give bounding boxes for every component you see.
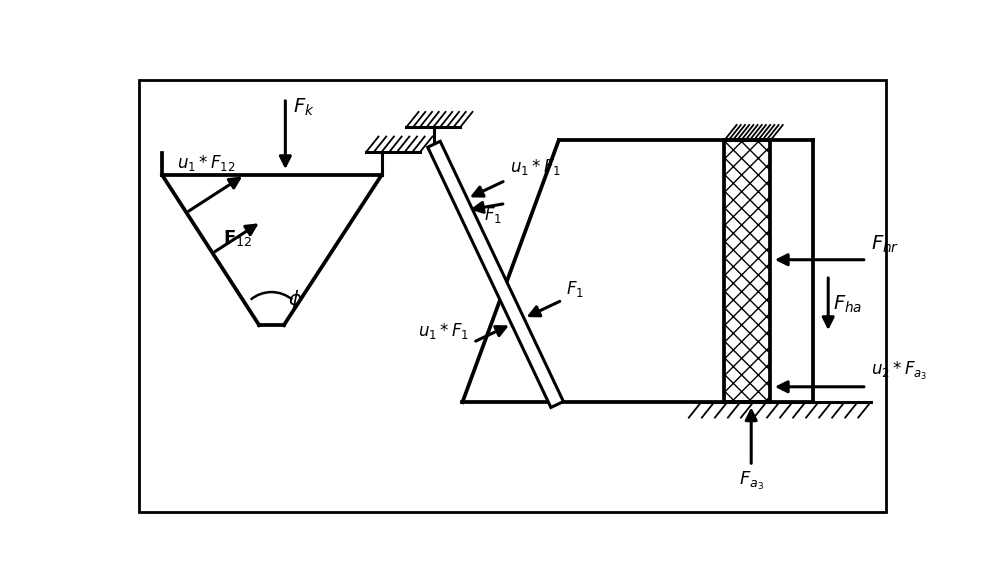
Text: $u_2 * F_{a_3}$: $u_2 * F_{a_3}$ bbox=[871, 360, 927, 382]
Text: $u_1 * F_1$: $u_1 * F_1$ bbox=[418, 321, 469, 341]
Text: $F_{a_3}$: $F_{a_3}$ bbox=[739, 470, 764, 492]
Text: $F_{\mathit{ha}}$: $F_{\mathit{ha}}$ bbox=[833, 294, 862, 315]
Text: $u_1 * F_{12}$: $u_1 * F_{12}$ bbox=[177, 154, 235, 173]
Text: $u_1 * F_1$: $u_1 * F_1$ bbox=[510, 156, 561, 176]
Polygon shape bbox=[428, 141, 563, 407]
Text: $F_{\mathit{hr}}$: $F_{\mathit{hr}}$ bbox=[871, 234, 899, 255]
Text: $\phi$: $\phi$ bbox=[288, 288, 303, 311]
Text: $F_1$: $F_1$ bbox=[566, 278, 584, 299]
Text: $F_1$: $F_1$ bbox=[484, 205, 502, 225]
Text: $F_{\mathit{k}}$: $F_{\mathit{k}}$ bbox=[293, 97, 315, 118]
Text: $\mathbf{F}_{12}$: $\mathbf{F}_{12}$ bbox=[223, 228, 252, 248]
